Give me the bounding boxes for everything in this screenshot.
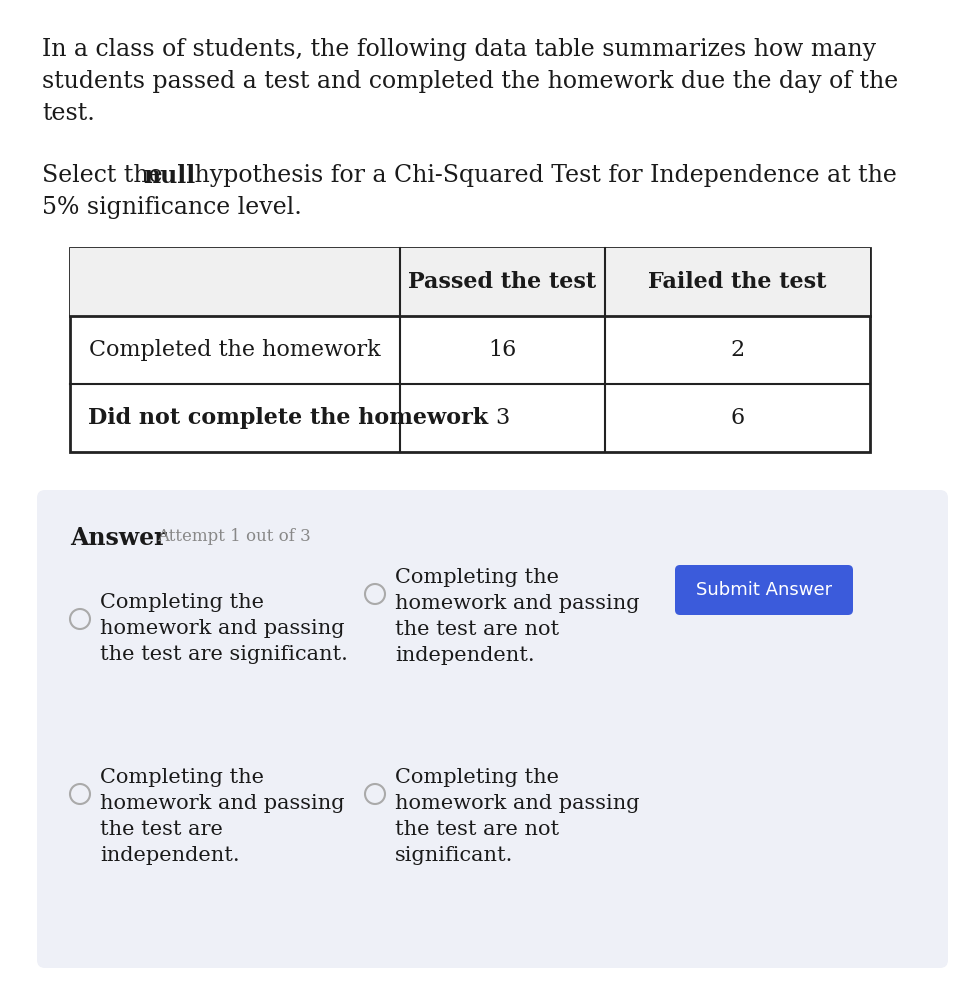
Text: Answer: Answer <box>70 526 167 550</box>
Bar <box>70 248 870 452</box>
Text: students passed a test and completed the homework due the day of the: students passed a test and completed the… <box>42 70 898 93</box>
Text: the test are significant.: the test are significant. <box>100 645 347 664</box>
Text: Completed the homework: Completed the homework <box>89 339 381 361</box>
Text: homework and passing: homework and passing <box>395 594 639 613</box>
Text: significant.: significant. <box>395 846 513 865</box>
Text: Completing the: Completing the <box>395 768 559 787</box>
Text: 2: 2 <box>730 339 745 361</box>
Text: independent.: independent. <box>100 846 240 865</box>
Text: Select the: Select the <box>42 164 170 187</box>
Text: homework and passing: homework and passing <box>100 619 345 638</box>
Text: Completing the: Completing the <box>100 768 264 787</box>
Text: Failed the test: Failed the test <box>648 271 827 293</box>
Text: homework and passing: homework and passing <box>100 794 345 813</box>
Text: Did not complete the homework: Did not complete the homework <box>88 407 488 429</box>
Bar <box>70 248 870 316</box>
Text: test.: test. <box>42 102 95 125</box>
Text: 3: 3 <box>496 407 509 429</box>
Text: the test are not: the test are not <box>395 620 559 639</box>
Text: null: null <box>143 164 195 188</box>
Text: 5% significance level.: 5% significance level. <box>42 196 302 219</box>
Text: the test are: the test are <box>100 820 223 839</box>
FancyBboxPatch shape <box>37 490 948 968</box>
Text: homework and passing: homework and passing <box>395 794 639 813</box>
Text: In a class of students, the following data table summarizes how many: In a class of students, the following da… <box>42 38 876 61</box>
Text: 6: 6 <box>730 407 745 429</box>
Text: Completing the: Completing the <box>395 568 559 587</box>
Text: Attempt 1 out of 3: Attempt 1 out of 3 <box>157 528 310 545</box>
Text: Submit Answer: Submit Answer <box>696 581 833 599</box>
Text: independent.: independent. <box>395 646 535 665</box>
Text: the test are not: the test are not <box>395 820 559 839</box>
Text: Passed the test: Passed the test <box>408 271 596 293</box>
Text: 16: 16 <box>488 339 516 361</box>
FancyBboxPatch shape <box>675 565 853 615</box>
Text: hypothesis for a Chi-Squared Test for Independence at the: hypothesis for a Chi-Squared Test for In… <box>187 164 897 187</box>
Text: Completing the: Completing the <box>100 593 264 612</box>
